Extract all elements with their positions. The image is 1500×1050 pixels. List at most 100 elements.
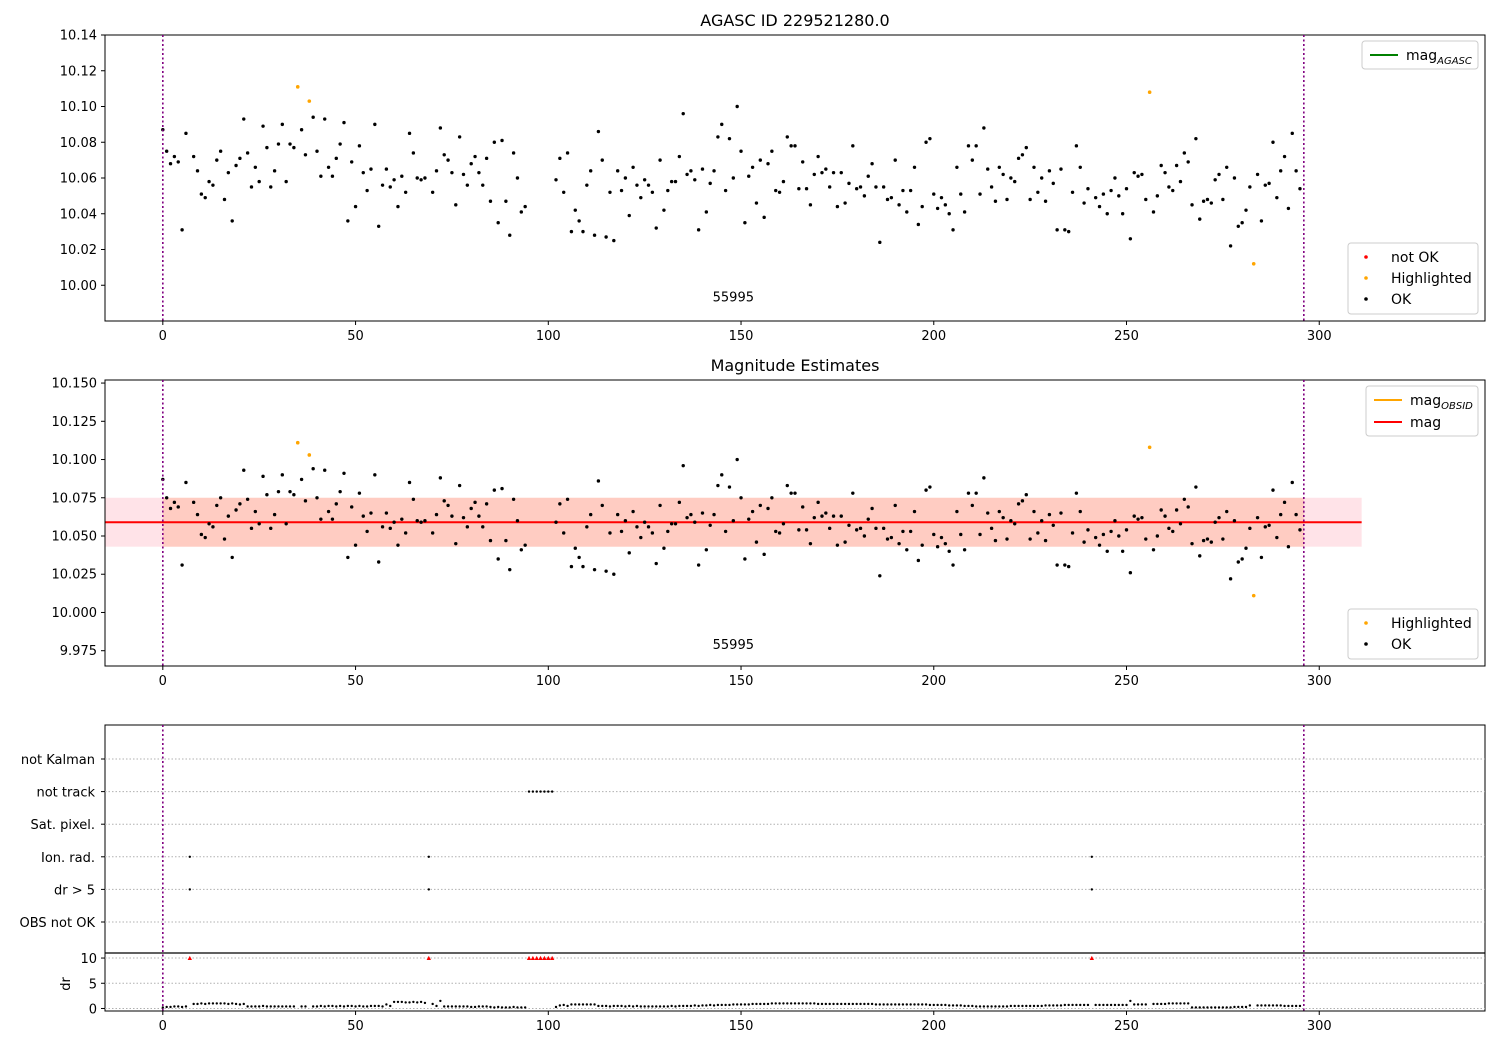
- data-point: [1040, 176, 1044, 180]
- dr-point: [863, 1002, 866, 1006]
- chart-title: AGASC ID 229521280.0: [700, 11, 889, 30]
- data-point: [311, 467, 315, 471]
- dr-point: [947, 1004, 951, 1007]
- data-point: [230, 219, 234, 223]
- data-point: [1040, 519, 1044, 523]
- data-point: [1001, 172, 1005, 177]
- data-point: [222, 537, 227, 541]
- data-point: [184, 480, 188, 485]
- data-point: [1209, 540, 1214, 544]
- data-point: [299, 477, 304, 482]
- dr-point: [639, 1005, 643, 1008]
- data-point: [1255, 515, 1260, 520]
- data-point: [380, 183, 385, 187]
- dr-axis-label: dr: [59, 977, 74, 991]
- data-point: [365, 529, 369, 534]
- data-point: [585, 183, 589, 187]
- data-point: [920, 204, 924, 209]
- data-point: [889, 195, 894, 200]
- data-point: [1055, 228, 1059, 232]
- dr-high-marker: [1089, 955, 1095, 961]
- data-point: [1171, 188, 1175, 193]
- dr-point: [1221, 1006, 1225, 1009]
- obsid-annotation: 55995: [713, 638, 754, 653]
- data-point: [1232, 519, 1237, 523]
- data-point: [708, 523, 712, 527]
- dr-point: [173, 1005, 176, 1008]
- dr-point: [562, 1003, 565, 1007]
- axes-frame: [104, 34, 1486, 322]
- data-point: [465, 525, 470, 529]
- dr-point: [735, 1003, 739, 1006]
- dr-point: [1240, 1005, 1244, 1009]
- data-point: [176, 505, 180, 509]
- dr-point: [1202, 1006, 1205, 1009]
- data-point: [1267, 181, 1271, 186]
- data-point: [866, 174, 870, 178]
- data-point: [269, 185, 273, 189]
- data-point: [311, 115, 315, 119]
- data-point: [438, 126, 443, 130]
- flag-category-label: not track: [36, 786, 95, 801]
- data-point: [1074, 144, 1079, 148]
- dr-point: [211, 1002, 215, 1005]
- dr-point: [786, 1002, 789, 1005]
- data-point: [373, 473, 377, 477]
- data-point: [388, 526, 392, 531]
- data-point: [1217, 515, 1221, 520]
- data-point: [346, 219, 350, 223]
- dr-point: [1256, 1004, 1259, 1007]
- data-point: [396, 543, 400, 547]
- data-point: [989, 526, 994, 531]
- dr-point: [870, 1002, 874, 1006]
- dr-point: [554, 1005, 558, 1009]
- dr-point: [227, 1002, 230, 1006]
- data-point: [407, 480, 412, 485]
- data-point: [912, 509, 917, 514]
- dr-point: [647, 1005, 650, 1008]
- data-point: [723, 188, 728, 193]
- dr-point: [612, 1004, 616, 1008]
- dr-point: [1009, 1004, 1013, 1008]
- data-point: [415, 176, 419, 180]
- legend-label-subscript: OBSID: [1441, 401, 1473, 412]
- data-point: [758, 503, 763, 508]
- dr-point: [323, 1005, 326, 1008]
- data-point: [843, 201, 847, 205]
- data-point: [400, 517, 404, 521]
- data-point: [477, 514, 481, 518]
- data-point: [943, 541, 948, 546]
- data-point: [673, 179, 678, 184]
- dr-point: [759, 1002, 762, 1006]
- dr-point: [1052, 1004, 1055, 1007]
- dr-point: [874, 1003, 878, 1006]
- dr-point: [1229, 1006, 1232, 1009]
- data-point: [588, 169, 593, 173]
- data-point: [612, 238, 616, 243]
- dr-point: [789, 1002, 793, 1005]
- data-point: [569, 564, 574, 569]
- flag-point: [550, 790, 554, 793]
- dr-point: [574, 1003, 577, 1006]
- data-point: [1028, 537, 1032, 541]
- data-point: [1093, 195, 1098, 200]
- data-point: [1221, 537, 1225, 541]
- dr-point: [978, 1005, 982, 1008]
- dr-point: [585, 1003, 589, 1006]
- data-point: [400, 174, 404, 178]
- data-point: [504, 538, 508, 543]
- dr-point: [242, 1002, 245, 1006]
- data-point: [955, 165, 959, 169]
- data-point: [419, 178, 423, 182]
- data-point: [804, 528, 809, 532]
- dr-point: [250, 1005, 253, 1008]
- data-point: [168, 506, 173, 511]
- dr-point: [1113, 1003, 1117, 1007]
- dr-point: [458, 1005, 461, 1008]
- data-point: [993, 538, 998, 543]
- dr-point: [520, 1006, 523, 1009]
- data-point: [754, 540, 759, 544]
- data-point: [1109, 529, 1113, 534]
- data-point: [708, 181, 712, 186]
- data-point: [1051, 181, 1055, 186]
